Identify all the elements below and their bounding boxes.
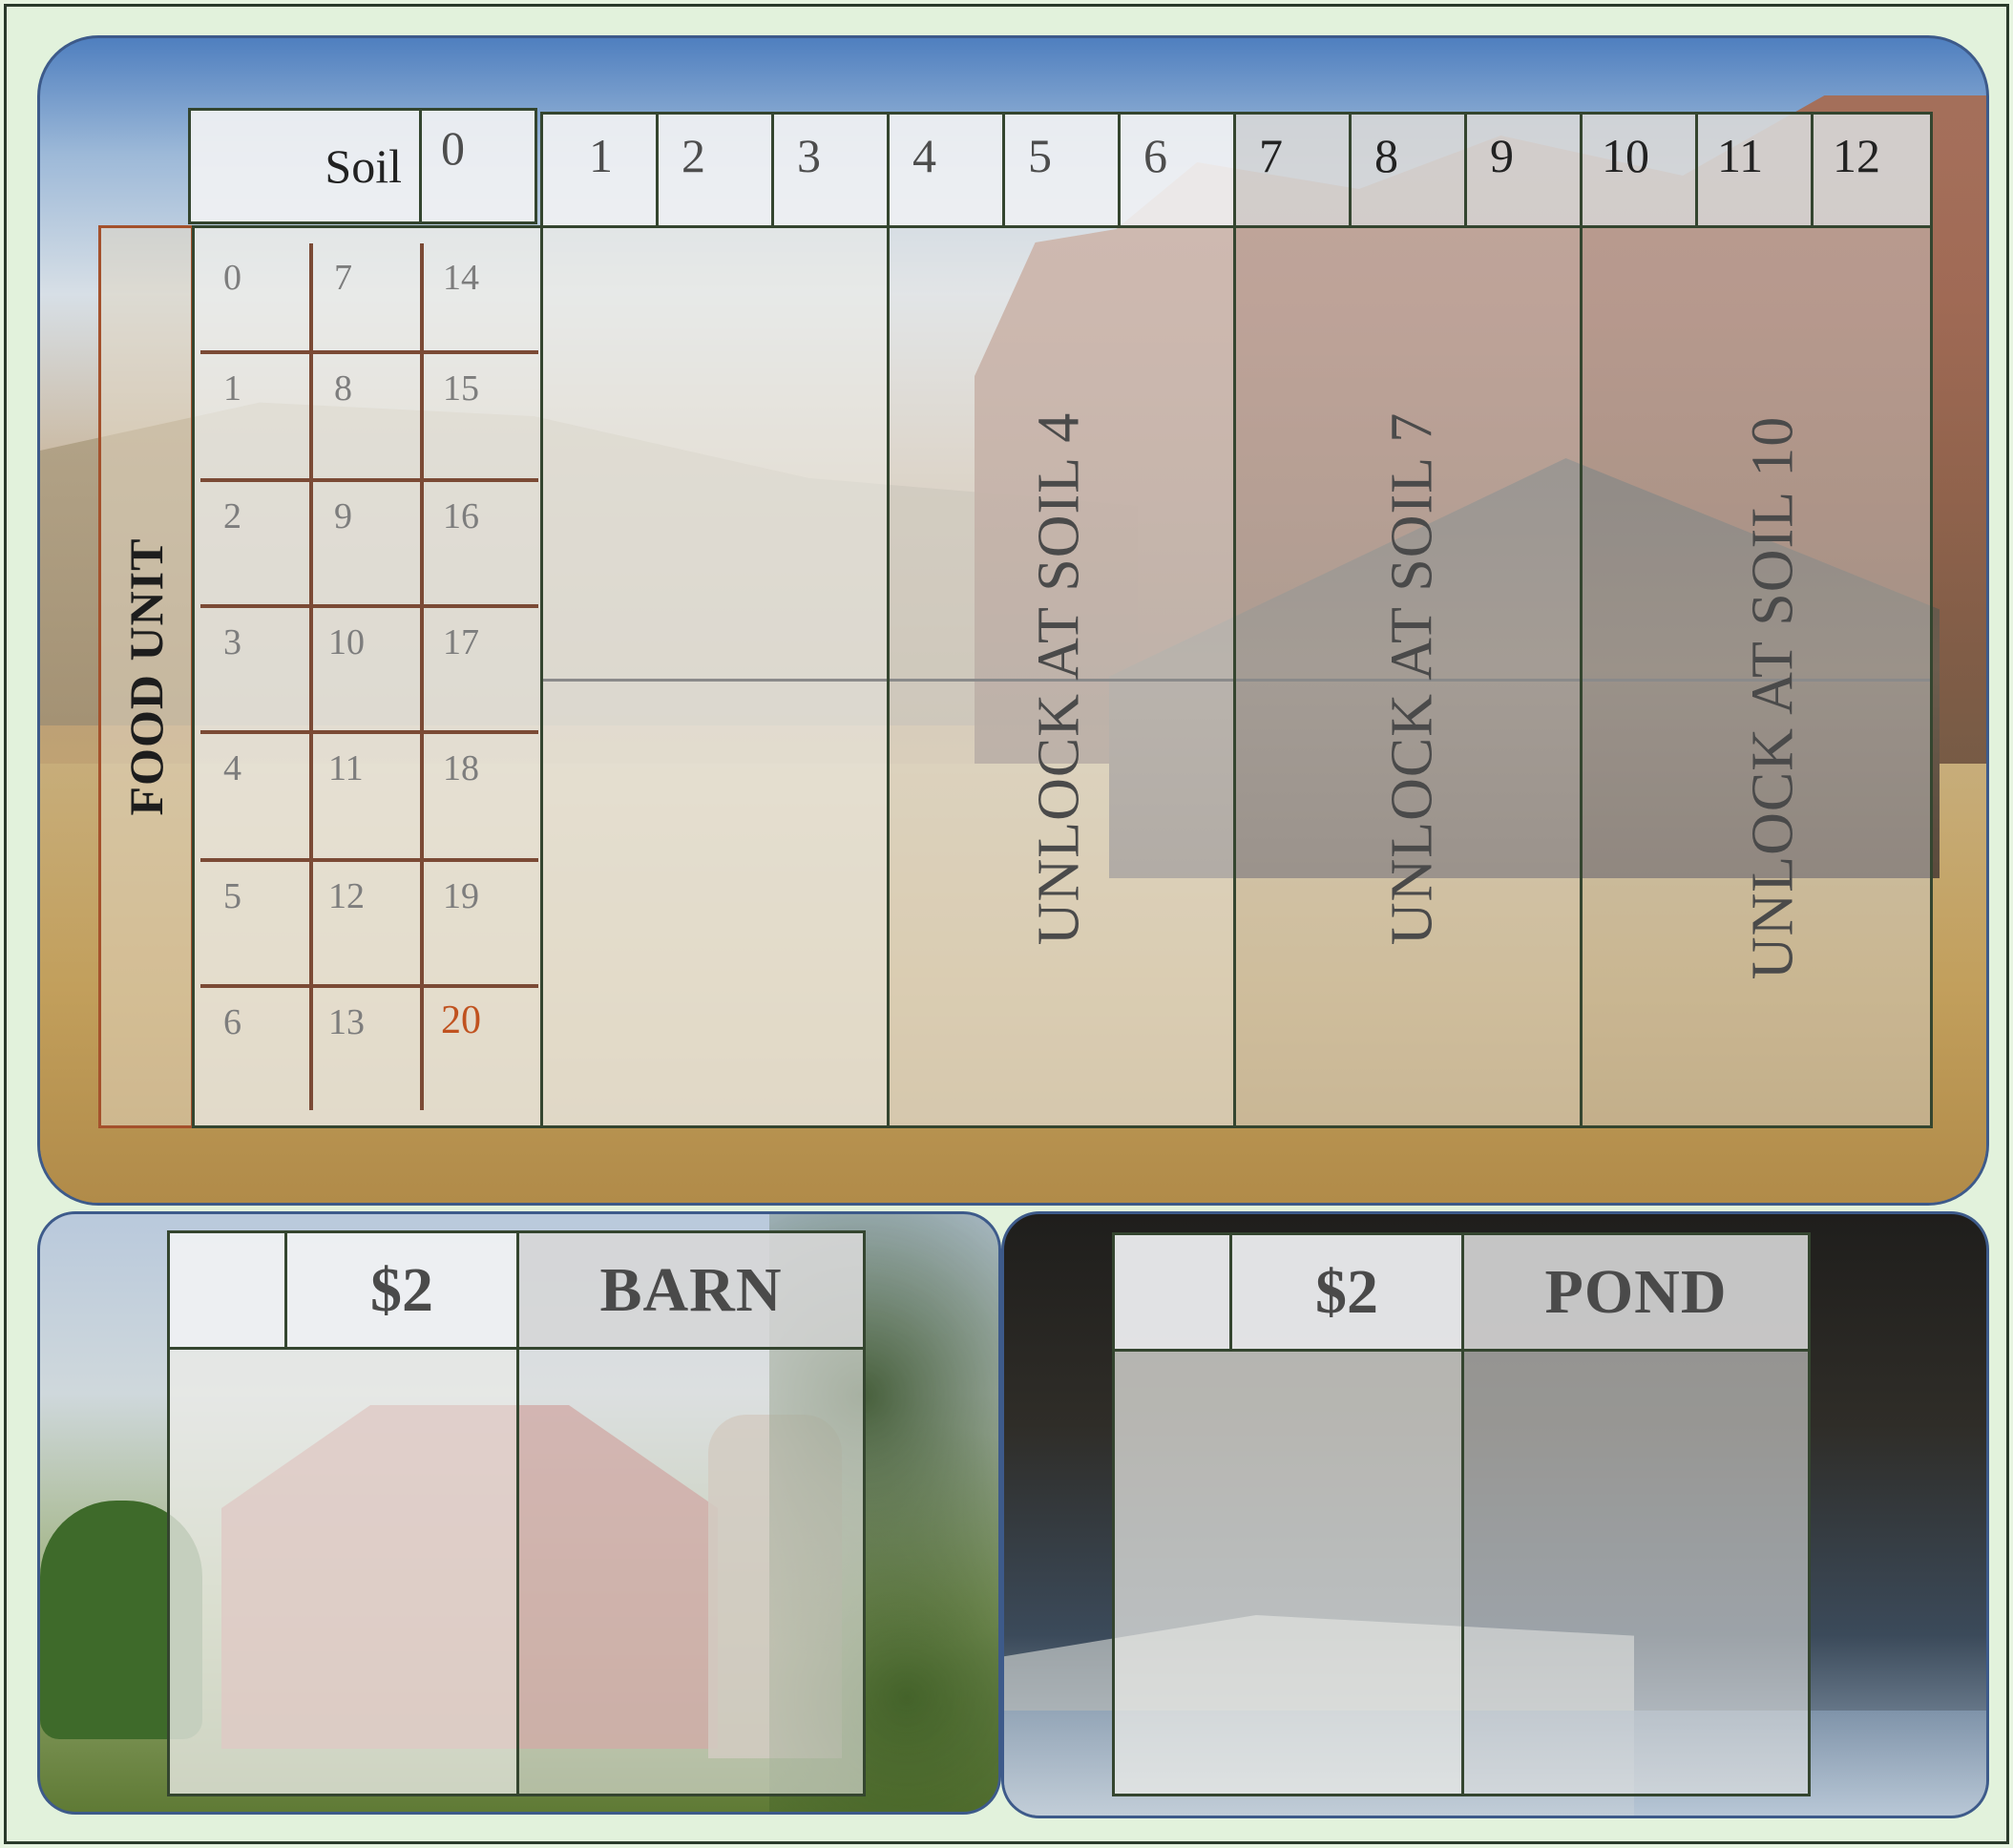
- soil-level-1[interactable]: 1: [540, 112, 659, 228]
- track-divider: [200, 478, 538, 482]
- soil-level-label: 5: [1028, 129, 1052, 182]
- soil-level-label: 12: [1833, 129, 1880, 182]
- track-divider: [309, 243, 313, 1110]
- soil-level-4[interactable]: 4: [887, 112, 1005, 228]
- food-unit-strip: FOOD UNIT: [98, 225, 194, 1128]
- soil-level-2[interactable]: 2: [656, 112, 774, 228]
- game-board-frame: Soil 0 1 2 3 4 5 6 7 8 9 10 11 12 FOOD U…: [4, 4, 2009, 1844]
- food-track-space[interactable]: 15: [443, 368, 479, 409]
- unlock-label-soil-4: UNLOCK AT SOIL 4: [1026, 411, 1092, 946]
- food-track-space[interactable]: 16: [443, 496, 479, 536]
- soil-level-label: 3: [797, 129, 821, 182]
- soil-level-5[interactable]: 5: [1002, 112, 1121, 228]
- soil-level-label: 8: [1374, 129, 1398, 182]
- soil-level-label: 7: [1259, 129, 1283, 182]
- soil-level-11[interactable]: 11: [1695, 112, 1814, 228]
- track-divider: [200, 604, 538, 608]
- food-track-space[interactable]: 12: [328, 876, 365, 916]
- track-divider: [420, 243, 424, 1110]
- pond-title: POND: [1544, 1256, 1728, 1327]
- soil-level-7[interactable]: 7: [1233, 112, 1352, 228]
- food-unit-label: FOOD UNIT: [119, 537, 173, 816]
- field-divider: [890, 679, 1233, 682]
- barn-price: $2: [370, 1254, 433, 1325]
- pond-token-slot[interactable]: [1112, 1232, 1232, 1352]
- track-divider: [200, 350, 538, 354]
- unlock-label-soil-10: UNLOCK AT SOIL 10: [1740, 415, 1806, 980]
- soil-level-8[interactable]: 8: [1349, 112, 1467, 228]
- pond-price: $2: [1315, 1256, 1378, 1327]
- pond-slot-left[interactable]: [1112, 1349, 1464, 1796]
- food-track-space[interactable]: 5: [223, 876, 241, 916]
- field-region-soil-1-3[interactable]: [540, 225, 890, 1128]
- field-region-soil-4-6[interactable]: UNLOCK AT SOIL 4: [887, 225, 1236, 1128]
- soil-level-6[interactable]: 6: [1118, 112, 1236, 228]
- barn-title: BARN: [599, 1254, 783, 1325]
- food-track-space-highlighted[interactable]: 20: [441, 998, 481, 1042]
- food-track-space[interactable]: 19: [443, 876, 479, 916]
- soil-level-label: 10: [1602, 129, 1649, 182]
- food-track-space[interactable]: 6: [223, 1002, 241, 1042]
- track-divider: [200, 858, 538, 862]
- pond-price-cell: $2: [1229, 1232, 1464, 1352]
- pond-title-cell: POND: [1461, 1232, 1811, 1352]
- soil-level-9[interactable]: 9: [1464, 112, 1583, 228]
- soil-level-label: 11: [1717, 129, 1764, 182]
- soil-level-10[interactable]: 10: [1580, 112, 1698, 228]
- soil-level-12[interactable]: 12: [1811, 112, 1933, 228]
- food-track-space[interactable]: 10: [328, 622, 365, 662]
- food-track-space[interactable]: 18: [443, 748, 479, 788]
- food-track-space[interactable]: 3: [223, 622, 241, 662]
- field-divider: [1236, 679, 1580, 682]
- unlock-label-soil-7: UNLOCK AT SOIL 7: [1379, 411, 1445, 946]
- soil-level-label: 2: [681, 129, 705, 182]
- soil-label-cell: Soil: [188, 108, 422, 224]
- food-track-space[interactable]: 7: [334, 258, 352, 298]
- pond-slot-right[interactable]: [1461, 1349, 1811, 1796]
- food-track-space[interactable]: 11: [328, 748, 364, 788]
- soil-level-label: 1: [589, 129, 613, 182]
- food-track-space[interactable]: 1: [223, 368, 241, 409]
- field-divider: [543, 679, 887, 682]
- barn-price-cell: $2: [284, 1230, 519, 1350]
- track-divider: [200, 730, 538, 734]
- barn-title-cell: BARN: [516, 1230, 866, 1350]
- soil-level-label: 6: [1143, 129, 1167, 182]
- soil-level-label: 0: [441, 121, 465, 175]
- food-track-space[interactable]: 17: [443, 622, 479, 662]
- barn-token-slot[interactable]: [167, 1230, 287, 1350]
- barn-slot-right[interactable]: [516, 1347, 866, 1796]
- track-divider: [200, 984, 538, 988]
- barn-slot-left[interactable]: [167, 1347, 519, 1796]
- soil-label: Soil: [325, 139, 402, 193]
- soil-level-label: 4: [912, 129, 936, 182]
- food-track-space[interactable]: 0: [223, 258, 241, 298]
- soil-level-0[interactable]: 0: [419, 108, 537, 224]
- field-region-soil-10-12[interactable]: UNLOCK AT SOIL 10: [1580, 225, 1933, 1128]
- food-track-space[interactable]: 4: [223, 748, 241, 788]
- field-divider: [1583, 679, 1930, 682]
- food-track-space[interactable]: 2: [223, 496, 241, 536]
- food-track-space[interactable]: 13: [328, 1002, 365, 1042]
- food-track-space[interactable]: 8: [334, 368, 352, 409]
- soil-level-3[interactable]: 3: [771, 112, 890, 228]
- soil-level-label: 9: [1490, 129, 1514, 182]
- food-track: 0 1 2 3 4 5 6 7 8 9 10 11 12 13 14 15 16…: [192, 225, 543, 1128]
- food-track-space[interactable]: 9: [334, 496, 352, 536]
- food-track-space[interactable]: 14: [443, 258, 479, 298]
- field-region-soil-7-9[interactable]: UNLOCK AT SOIL 7: [1233, 225, 1583, 1128]
